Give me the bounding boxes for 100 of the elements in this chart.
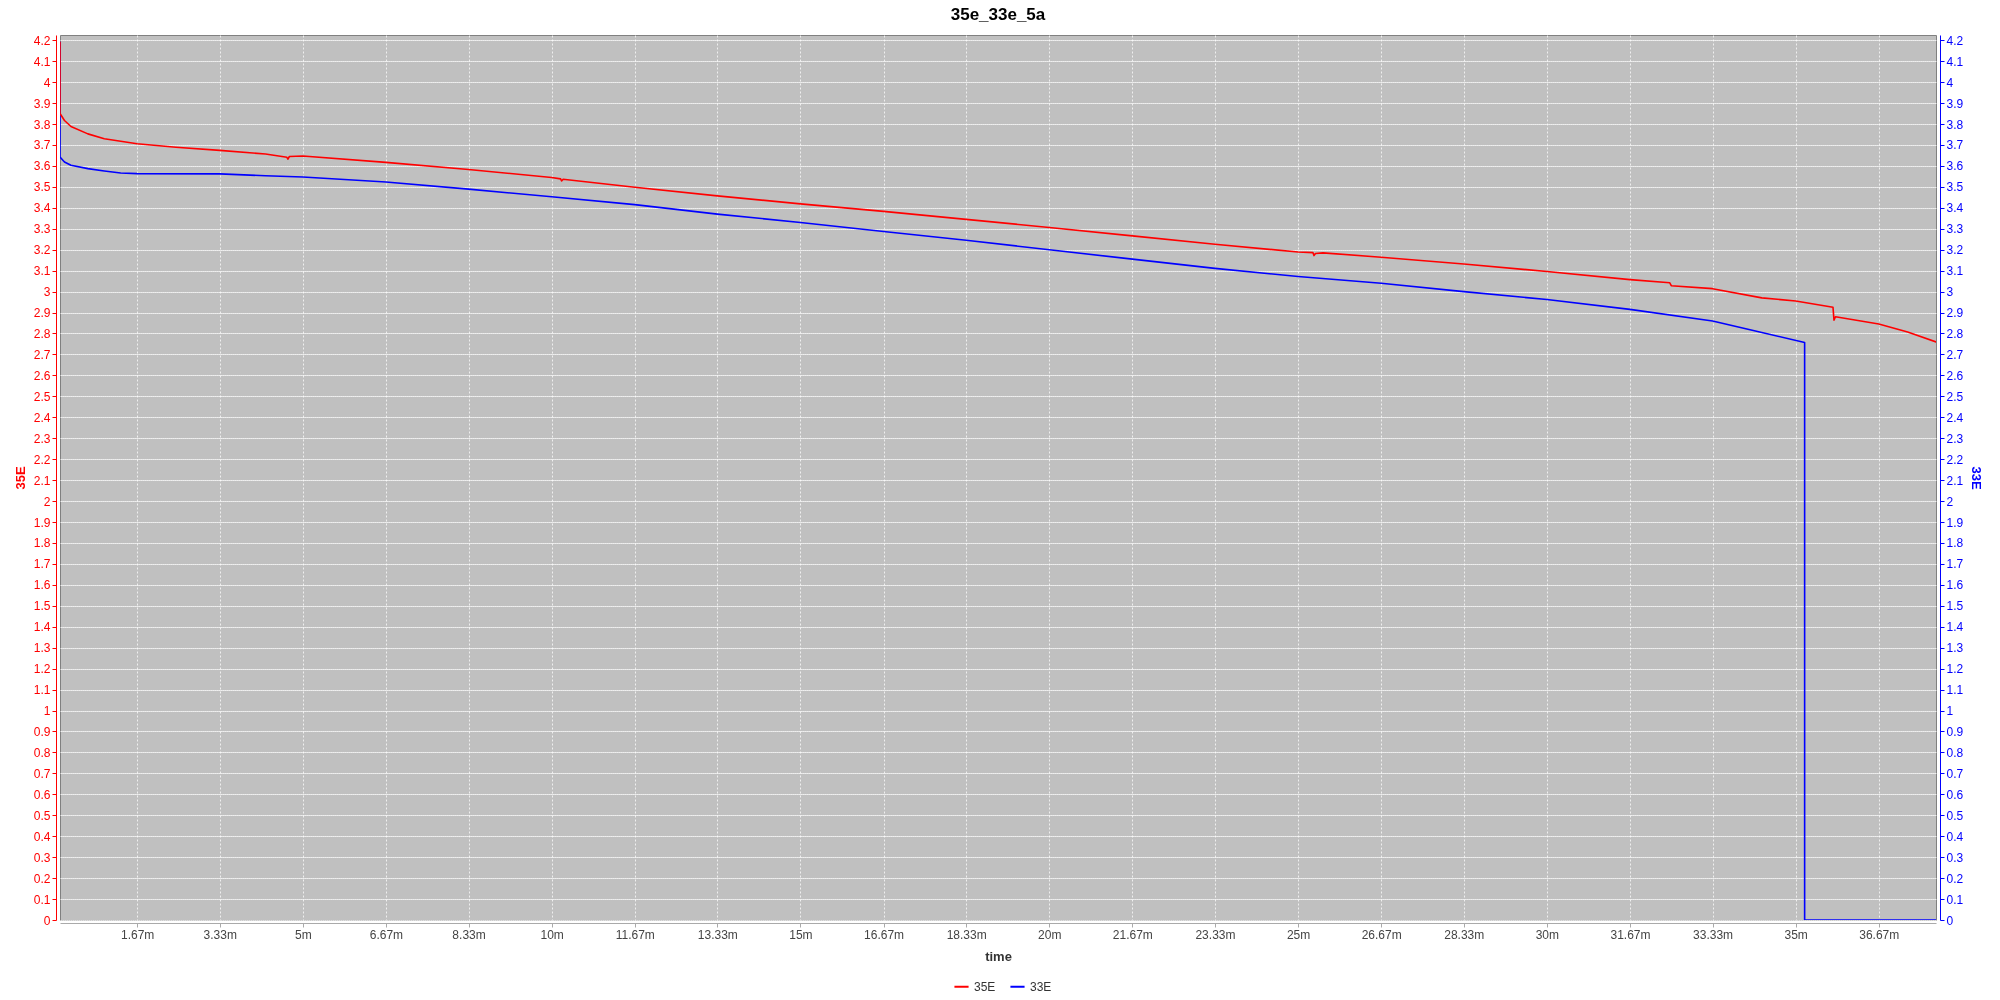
y2-tick-label: 0.1	[1946, 892, 1964, 907]
y-tick-label: 1.3	[33, 641, 51, 656]
y2-tick-label: 2.1	[1946, 473, 1964, 488]
y-tick-label: 3.8	[33, 117, 51, 132]
y-tick-label: 0.1	[33, 892, 51, 907]
y-tick-label: 2.5	[33, 389, 51, 404]
y2-tick-label: 2.5	[1946, 389, 1964, 404]
y2-tick-label: 3.2	[1946, 243, 1964, 258]
y2-tick-label: 4	[1946, 75, 1954, 90]
y-tick-label: 2.9	[33, 306, 51, 321]
y-tick-label: 0.4	[33, 829, 51, 844]
y-tick-label: 1.9	[33, 515, 51, 530]
y2-tick-label: 0.9	[1946, 724, 1964, 739]
y-tick-label: 2.2	[33, 452, 51, 467]
y-tick-label: 1.1	[33, 683, 51, 698]
y-tick-label: 3.3	[33, 222, 51, 237]
x-tick-label: 10m	[540, 927, 564, 942]
y2-tick-label: 1.5	[1946, 599, 1964, 614]
y2-tick-label: 2	[1946, 494, 1954, 509]
y-tick-label: 0.7	[33, 766, 51, 781]
y2-tick-label: 2.3	[1946, 431, 1964, 446]
y-tick-label: 4	[43, 75, 51, 90]
y2-tick-label: 2.8	[1946, 326, 1964, 341]
x-tick-label: 18.33m	[946, 927, 987, 942]
y-tick-label: 1.2	[33, 662, 51, 677]
y2-tick-label: 3.7	[1946, 138, 1964, 153]
y-tick-label: 3.7	[33, 138, 51, 153]
y2-tick-label: 1.6	[1946, 578, 1964, 593]
y-tick-label: 0.9	[33, 724, 51, 739]
x-tick-label: 1.67m	[120, 927, 155, 942]
y2-tick-label: 3	[1946, 285, 1954, 300]
chart-title: 35e_33e_5a	[950, 5, 1046, 25]
y2-tick-label: 3.9	[1946, 96, 1964, 111]
y2-tick-label: 0.6	[1946, 787, 1964, 802]
y2-tick-label: 3.4	[1946, 201, 1964, 216]
y2-tick-label: 4.1	[1946, 54, 1964, 69]
y-tick-label: 2.8	[33, 326, 51, 341]
y-tick-label: 0.6	[33, 787, 51, 802]
y-tick-label: 2.6	[33, 368, 51, 383]
y-tick-label: 2.1	[33, 473, 51, 488]
y-tick-label: 1.4	[33, 620, 51, 635]
x-tick-label: 28.33m	[1444, 927, 1485, 942]
y-tick-label: 1.7	[33, 557, 51, 572]
y2-tick-label: 3.3	[1946, 222, 1964, 237]
legend-label: 33E	[1030, 979, 1052, 994]
x-tick-label: 25m	[1286, 927, 1311, 942]
y2-tick-label: 1	[1946, 704, 1954, 719]
y-tick-label: 3	[43, 285, 51, 300]
x-tick-label: 15m	[789, 927, 813, 942]
y-tick-label: 3.4	[33, 201, 51, 216]
y2-tick-label: 0.3	[1946, 850, 1964, 865]
line-series	[60, 41, 1936, 343]
x-tick-label: 5m	[295, 927, 312, 942]
y-tick-label: 2.4	[33, 410, 51, 425]
x-tick-label: 20m	[1038, 927, 1062, 942]
y-tick-label: 1	[43, 704, 51, 719]
y-tick-label: 1.5	[33, 599, 51, 614]
x-tick-label: 31.67m	[1610, 927, 1651, 942]
y2-tick-label: 1.2	[1946, 662, 1964, 677]
y-tick-label: 4.2	[33, 33, 51, 48]
y2-tick-label: 0.7	[1946, 766, 1964, 781]
y2-tick-label: 1.8	[1946, 536, 1964, 551]
y2-tick-label: 0.2	[1946, 871, 1964, 886]
y-tick-label: 2.3	[33, 431, 51, 446]
y-tick-label: 0.8	[33, 745, 51, 760]
y2-tick-label: 2.2	[1946, 452, 1964, 467]
x-tick-label: 35m	[1784, 927, 1808, 942]
x-tick-label: 21.67m	[1112, 927, 1153, 942]
y2-tick-label: 2.9	[1946, 306, 1964, 321]
y-axis-title: 35E	[12, 466, 28, 490]
y2-tick-label: 1.4	[1946, 620, 1964, 635]
x-tick-label: 3.33m	[203, 927, 237, 942]
x-tick-label: 16.67m	[864, 927, 905, 942]
y2-tick-label: 2.7	[1946, 347, 1964, 362]
y2-tick-label: 1.9	[1946, 515, 1964, 530]
y2-tick-label: 3.1	[1946, 264, 1964, 279]
y-tick-label: 2.7	[33, 347, 51, 362]
x-tick-label: 6.67m	[369, 927, 404, 942]
x-tick-label: 30m	[1535, 927, 1560, 942]
y2-tick-label: 2.6	[1946, 368, 1964, 383]
y-tick-label: 0.5	[33, 808, 51, 823]
y-tick-label: 0	[43, 913, 51, 928]
y-tick-label: 3.6	[33, 159, 51, 174]
x-tick-label: 36.67m	[1859, 927, 1900, 942]
y2-tick-label: 2.4	[1946, 410, 1964, 425]
y-tick-label: 0.3	[33, 850, 51, 865]
y2-tick-label: 1.3	[1946, 641, 1964, 656]
y2-tick-label: 0.5	[1946, 808, 1964, 823]
y-tick-label: 4.1	[33, 54, 51, 69]
y-tick-label: 0.2	[33, 871, 51, 886]
x-tick-label: 11.67m	[615, 927, 655, 942]
y2-tick-label: 3.8	[1946, 117, 1964, 132]
y2-tick-label: 0.4	[1946, 829, 1964, 844]
x-axis-title: time	[985, 948, 1012, 964]
y-tick-label: 2	[43, 494, 51, 509]
y2-tick-label: 1.7	[1946, 557, 1964, 572]
y2-axis-title: 33E	[1969, 466, 1985, 490]
y2-tick-label: 0.8	[1946, 745, 1964, 760]
x-tick-label: 26.67m	[1361, 927, 1402, 942]
y2-tick-label: 3.5	[1946, 180, 1964, 195]
